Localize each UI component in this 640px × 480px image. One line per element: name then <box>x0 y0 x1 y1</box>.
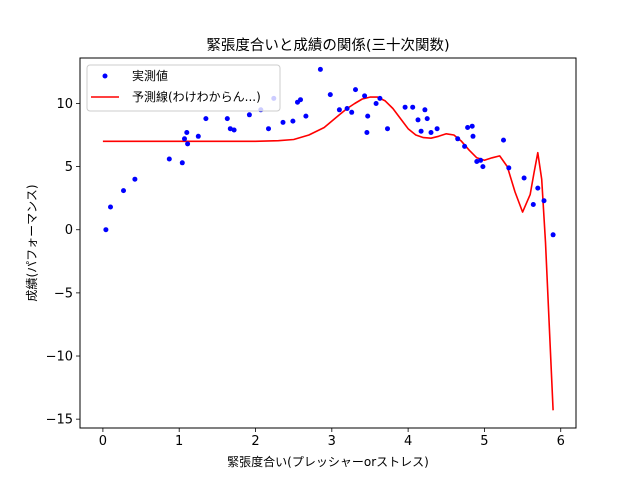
data-point <box>428 130 434 135</box>
data-point <box>377 95 383 101</box>
data-point <box>182 136 187 142</box>
data-point <box>474 159 480 164</box>
data-point <box>535 185 541 191</box>
y-axis: −15 −10 −5 0 5 10 <box>46 97 80 428</box>
data-point <box>469 123 475 129</box>
data-point <box>227 126 233 132</box>
data-point <box>353 87 358 93</box>
data-point <box>530 202 536 207</box>
data-point <box>246 112 252 118</box>
y-tick-label: 0 <box>65 223 73 238</box>
data-point <box>362 93 368 99</box>
data-point <box>184 130 190 135</box>
data-point <box>424 116 430 122</box>
prediction-line <box>102 96 554 411</box>
data-point <box>298 97 303 103</box>
data-point <box>364 130 370 135</box>
data-point <box>280 119 286 125</box>
data-point <box>455 136 461 142</box>
data-point <box>195 133 201 139</box>
data-point <box>415 117 421 123</box>
data-point <box>179 160 185 166</box>
x-tick-label: 6 <box>557 434 565 449</box>
data-point <box>506 165 512 171</box>
data-point <box>121 188 126 194</box>
data-point <box>224 116 230 122</box>
x-axis-label: 緊張度合い(プレッシャーorストレス) <box>227 454 429 469</box>
observed-series <box>103 66 556 238</box>
prediction-series <box>102 96 554 411</box>
data-point <box>478 157 484 163</box>
data-point <box>349 109 355 115</box>
y-tick-label: −5 <box>54 286 73 301</box>
data-point <box>480 164 486 170</box>
data-point <box>108 204 113 210</box>
data-point <box>336 107 342 113</box>
y-axis-label: 成績(パフォーマンス) <box>25 184 39 301</box>
data-point <box>344 106 350 111</box>
data-point <box>231 127 237 133</box>
data-point <box>462 143 468 149</box>
data-point <box>185 141 191 147</box>
x-tick-label: 5 <box>480 434 488 449</box>
data-point <box>365 113 371 119</box>
data-point <box>470 133 476 139</box>
data-point <box>166 156 172 162</box>
data-point <box>317 66 323 72</box>
data-point <box>465 125 471 130</box>
x-tick-label: 3 <box>328 434 336 449</box>
data-point <box>266 126 271 132</box>
x-tick-label: 0 <box>99 434 107 449</box>
data-point <box>501 137 506 143</box>
x-tick-label: 2 <box>251 434 259 449</box>
data-point <box>327 92 333 98</box>
data-point <box>410 104 416 110</box>
data-point <box>521 175 527 181</box>
legend-label-observed: 実測値 <box>132 68 168 83</box>
legend: 実測値 予測線(わけわからん...) <box>86 64 281 112</box>
chart-title: 緊張度合いと成績の関係(三十次関数) <box>206 37 449 54</box>
x-axis: 0 1 2 3 4 5 6 <box>99 428 565 449</box>
data-point <box>373 101 379 106</box>
legend-marker-observed <box>102 73 108 79</box>
data-point <box>385 126 390 132</box>
data-point <box>303 113 309 119</box>
data-point <box>402 104 408 110</box>
x-tick-label: 1 <box>175 434 183 449</box>
data-point <box>550 232 556 238</box>
legend-label-prediction: 予測線(わけわからん...) <box>132 89 261 104</box>
data-point <box>541 198 547 204</box>
y-tick-label: −10 <box>46 350 73 365</box>
data-point <box>132 176 138 182</box>
legend-box <box>86 64 281 112</box>
y-tick-label: −15 <box>46 413 73 428</box>
data-point <box>103 227 109 233</box>
data-point <box>434 126 440 132</box>
y-tick-label: 5 <box>65 160 73 175</box>
data-point <box>203 116 209 122</box>
plot-frame <box>79 57 577 429</box>
data-point <box>422 107 428 113</box>
data-point <box>290 118 296 124</box>
x-tick-label: 4 <box>404 434 412 449</box>
data-point <box>418 128 424 134</box>
y-tick-label: 10 <box>56 97 73 112</box>
